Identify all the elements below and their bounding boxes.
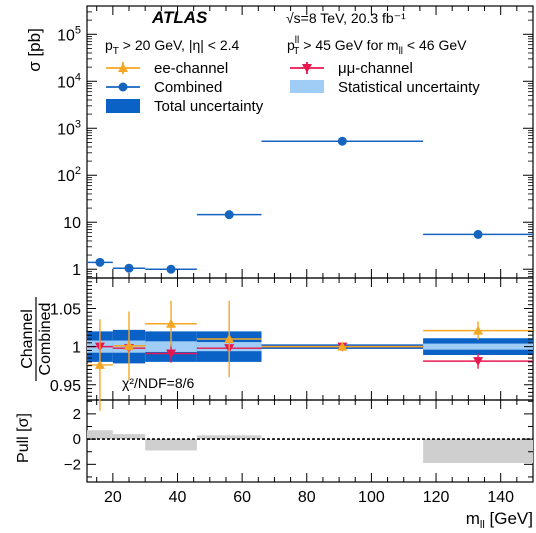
- x-tick-label: 40: [169, 489, 187, 506]
- y-tick-label: 10: [63, 215, 81, 232]
- ratio-ylabel-num: Channel: [19, 309, 36, 369]
- ee-marker-icon: [118, 63, 128, 72]
- legend-entry-total: Total uncertainty: [106, 98, 264, 115]
- legend-entry-ee: ee-channel: [106, 60, 228, 77]
- pull-bar: [145, 439, 197, 451]
- x-tick-label: 20: [104, 489, 122, 506]
- x-tick-label: 80: [298, 489, 316, 506]
- legend-entry-mumu: μμ-channel: [290, 60, 413, 77]
- stat-uncertainty-band: [423, 343, 533, 350]
- energy-label: √s=8 TeV, 20.3 fb⁻¹: [286, 10, 406, 26]
- ratio-ylabel-den: Combined: [37, 303, 54, 376]
- y-tick-label: 103: [57, 118, 81, 138]
- legend-total-label: Total uncertainty: [154, 98, 264, 115]
- ee-ratio-point: [166, 318, 177, 328]
- chi2-label: χ²/NDF=8/6: [122, 375, 195, 391]
- combined-point: [95, 257, 105, 267]
- panel-frames: [86, 5, 534, 483]
- pull-y-tick-label: 0: [73, 431, 81, 448]
- pull-bar: [196, 435, 262, 440]
- legend-mumu-label: μμ-channel: [338, 60, 413, 77]
- pull-ylabel: Pull [σ]: [15, 413, 32, 463]
- ee-ratio-point: [94, 359, 105, 369]
- combined-point: [124, 263, 134, 273]
- legend-entry-stat: Statistical uncertainty: [290, 79, 480, 96]
- ratio-y-tick-label: 1: [72, 340, 81, 357]
- ratio-ylabel: Channel Combined: [19, 297, 54, 381]
- x-tick-label: 140: [487, 489, 514, 506]
- mumu-marker-icon: [302, 64, 312, 73]
- combined-point: [224, 210, 234, 220]
- combined-marker-icon: [118, 82, 128, 92]
- x-tick-label: 100: [358, 489, 385, 506]
- y-tick-label: 102: [57, 165, 81, 185]
- pull-bar: [87, 430, 113, 440]
- pull-y-tick-label: 2: [73, 406, 81, 423]
- mumu-ratio-point: [166, 349, 177, 359]
- x-tick-label: 60: [233, 489, 251, 506]
- stat-swatch: [290, 80, 324, 93]
- combined-point: [473, 229, 483, 239]
- y-tick-label: 104: [57, 71, 81, 91]
- pull-bar: [423, 439, 533, 464]
- pull-bar: [112, 434, 146, 440]
- cuts-right-label: pll T > 45 GeV for mll < 46 GeV: [287, 35, 467, 57]
- ratio-y-tick-label: 1.05: [50, 302, 81, 319]
- plot-content: [87, 136, 533, 464]
- ee-ratio-point: [124, 340, 135, 350]
- atlas-label: ATLAS: [151, 8, 208, 27]
- combined-point: [337, 136, 347, 146]
- legend: ee-channel μμ-channel Combined Statistic…: [106, 60, 480, 115]
- y-tick-label: 105: [57, 24, 81, 44]
- combined-point: [166, 264, 176, 274]
- legend-combined-label: Combined: [154, 79, 222, 96]
- ee-ratio-point: [473, 325, 484, 335]
- pull-y-tick-label: −2: [64, 456, 81, 473]
- y-tick-label: 1: [72, 262, 81, 279]
- xlabel: mll [GeV]: [466, 509, 533, 531]
- legend-entry-combined: Combined: [106, 79, 222, 96]
- ratio-y-tick-label: 0.95: [50, 378, 81, 395]
- cuts-left-label: pT > 20 GeV, |η| < 2.4: [105, 37, 240, 57]
- total-swatch: [106, 99, 140, 113]
- mumu-ratio-point: [473, 357, 484, 367]
- ee-ratio-point: [224, 334, 235, 343]
- legend-ee-label: ee-channel: [154, 60, 228, 77]
- ee-ratio-point: [337, 341, 348, 351]
- legend-stat-label: Statistical uncertainty: [338, 79, 480, 96]
- x-tick-label: 120: [423, 489, 450, 506]
- top-ylabel: σ [pb]: [25, 28, 44, 72]
